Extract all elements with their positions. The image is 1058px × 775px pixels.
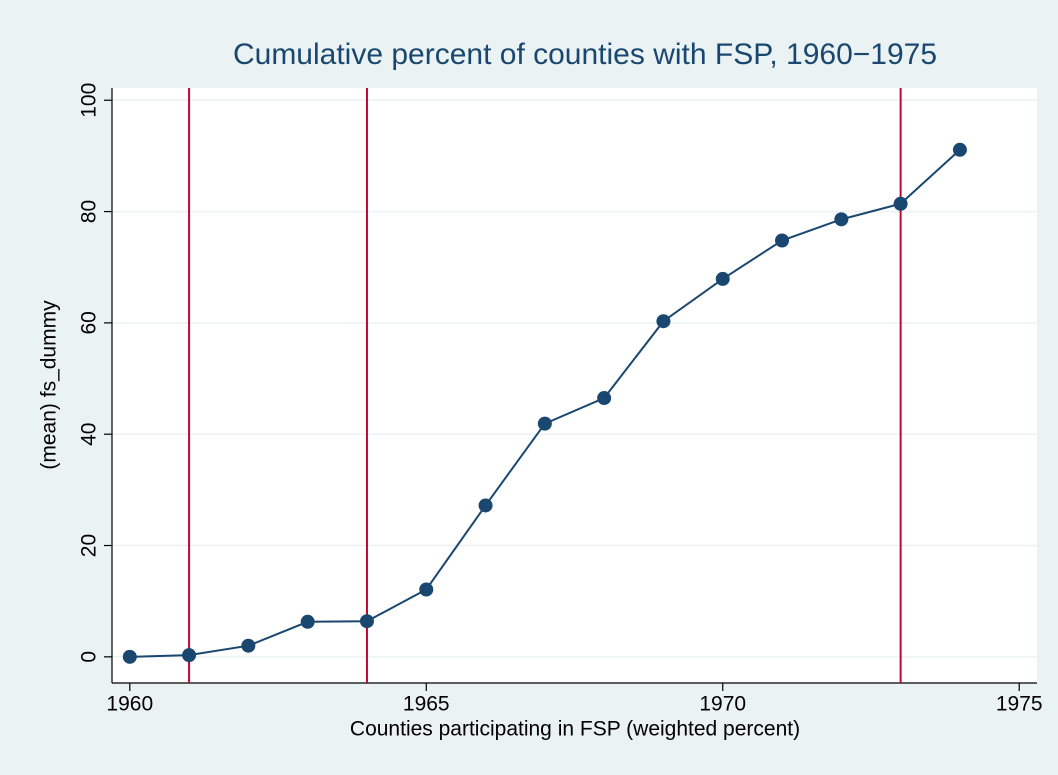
- data-point: [952, 142, 967, 157]
- data-point: [241, 638, 256, 653]
- y-tick-label: 80: [78, 200, 101, 223]
- data-point: [478, 498, 493, 513]
- data-point: [300, 614, 315, 629]
- data-point: [359, 614, 374, 629]
- data-point: [715, 271, 730, 286]
- data-point: [775, 233, 790, 248]
- x-tick-label: 1960: [106, 693, 153, 716]
- data-point: [834, 212, 849, 227]
- data-point: [122, 649, 137, 664]
- x-axis-title: Counties participating in FSP (weighted …: [350, 718, 800, 741]
- y-tick-label: 20: [78, 534, 101, 557]
- y-tick-label: 60: [78, 311, 101, 334]
- y-tick-label: 40: [78, 423, 101, 446]
- chart-title: Cumulative percent of counties with FSP,…: [233, 38, 937, 71]
- x-tick-label: 1970: [699, 693, 746, 716]
- data-point: [419, 582, 434, 597]
- y-tick-label: 100: [78, 83, 101, 118]
- y-tick-label: 0: [78, 651, 101, 663]
- data-point: [182, 648, 197, 663]
- data-point: [537, 416, 552, 431]
- data-point: [597, 391, 612, 406]
- data-point: [893, 196, 908, 211]
- x-tick-label: 1965: [403, 693, 450, 716]
- plot-region: [112, 88, 1037, 683]
- y-axis-title: (mean) fs_dummy: [38, 300, 61, 470]
- data-point: [656, 314, 671, 329]
- x-tick-label: 1975: [996, 693, 1043, 716]
